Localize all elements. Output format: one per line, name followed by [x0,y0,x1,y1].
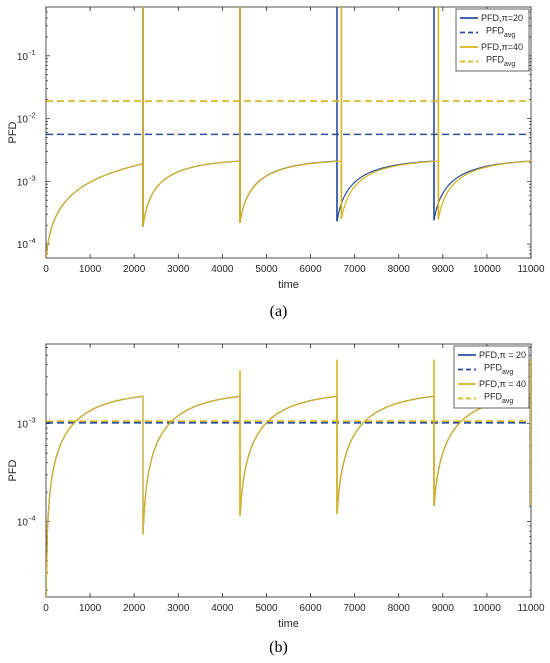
x-tick-label: 4000 [211,603,234,614]
x-tick-label: 1000 [79,264,102,275]
x-tick-label: 0 [43,603,49,614]
x-tick-label: 5000 [255,264,278,275]
x-tick-label: 3000 [167,603,190,614]
series-group [46,359,531,597]
legend-label: PFD [484,392,503,402]
y-axis-label: PFD [7,121,19,143]
legend-label: PFD [486,26,505,36]
y-tick-label: 10 [17,52,29,63]
x-tick-label: 10000 [473,264,501,275]
x-tick-label: 3000 [167,264,190,275]
series-group [46,7,531,258]
x-tick-label: 0 [43,264,49,275]
series-line [46,395,531,597]
y-tick-label-exponent: -4 [29,236,36,245]
legend-label-subscript: avg [504,61,515,68]
x-axis-label: time [278,618,299,630]
y-tick-label: 10 [17,115,29,126]
x-tick-label: 11000 [517,603,545,614]
legend-label: PFD,π=40 [481,42,523,52]
plot-area [45,6,532,259]
x-axis-label: time [278,279,299,291]
y-tick-label-exponent: -3 [29,416,36,425]
legend-label-subscript: avg [502,398,513,405]
legend-label: PFD,π = 20 [479,350,526,360]
x-tick-label: 7000 [344,603,367,614]
x-tick-label: 4000 [211,264,234,275]
legend-label-subscript: avg [504,32,515,39]
x-tick-label: 1000 [79,603,102,614]
x-tick-label: 2000 [123,264,146,275]
legend-label: PFD [484,363,503,373]
y-tick-label-exponent: -1 [29,48,36,57]
x-tick-label: 9000 [432,264,455,275]
y-tick-label: 10 [17,518,29,529]
y-tick-label-exponent: -2 [29,111,36,120]
chart-panel-b: 0 1000 2000 3000 4000 5000 6000 7000 8000 9000 100… [7,343,545,656]
y-tick-label: 10 [17,420,29,431]
x-tick-label: 5000 [255,603,278,614]
y-tick-label-exponent: -4 [29,514,36,523]
y-axis-label: PFD [7,459,19,481]
x-tick-label: 11000 [517,264,545,275]
legend-label-subscript: avg [502,369,513,376]
x-tick-label: 8000 [388,603,411,614]
x-tick-label: 9000 [432,603,455,614]
legend-label: PFD [486,55,505,65]
x-tick-label: 2000 [123,603,146,614]
chart-panel-a: 0 1000 2000 3000 4000 5000 6000 7000 8000 9000 100… [7,6,545,320]
panel-caption: (a) [270,303,288,320]
legend-label: PFD,π=20 [481,13,523,23]
y-tick-label-exponent: -3 [29,173,36,182]
x-tick-label: 7000 [344,264,367,275]
panel-caption: (b) [269,639,288,656]
y-tick-label: 10 [17,240,29,251]
legend-label: PFD,π = 40 [479,379,526,389]
x-tick-label: 8000 [388,264,411,275]
x-tick-label: 6000 [299,603,322,614]
series-line [46,160,531,258]
x-tick-label: 10000 [473,603,501,614]
y-tick-label: 10 [17,177,29,188]
x-tick-label: 6000 [299,264,322,275]
